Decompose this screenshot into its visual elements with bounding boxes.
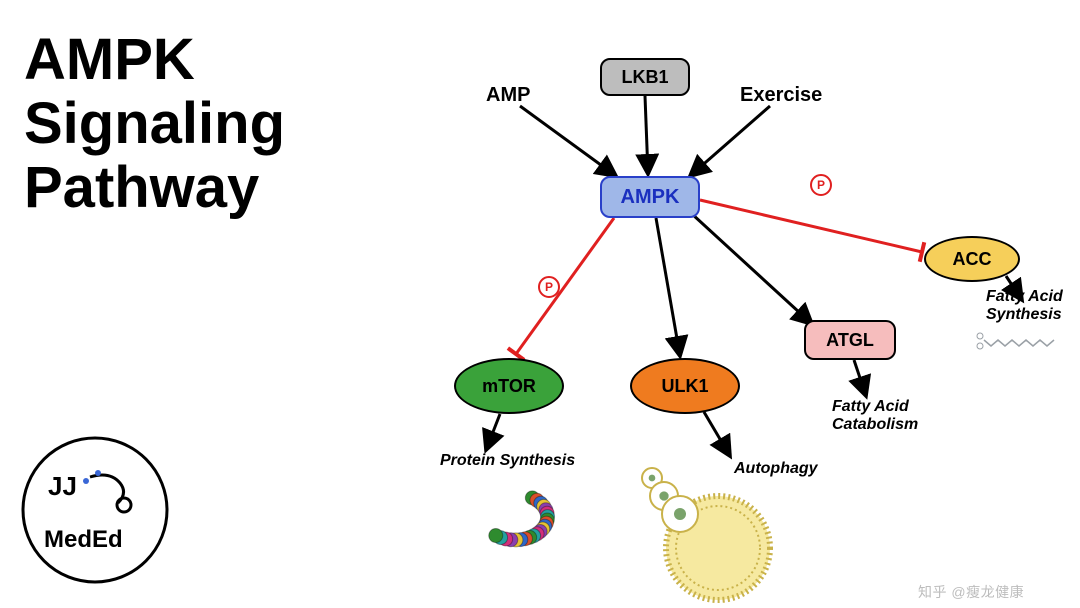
node-lkb1: LKB1 xyxy=(600,58,690,96)
edge-ampk-acc xyxy=(700,200,922,252)
node-ulk1-label: ULK1 xyxy=(661,376,708,397)
stethoscope-icon: JJ MedEd xyxy=(20,435,170,585)
outcome-protein-synthesis: Protein Synthesis xyxy=(440,452,575,470)
node-atgl: ATGL xyxy=(804,320,896,360)
phospho-icon: P xyxy=(810,174,832,196)
node-ampk-label: AMPK xyxy=(621,186,680,209)
edge-ulk1-auto xyxy=(704,412,730,456)
node-acc-label: ACC xyxy=(953,249,992,270)
input-amp: AMP xyxy=(486,84,530,107)
node-ulk1: ULK1 xyxy=(630,358,740,414)
node-ampk: AMPK xyxy=(600,176,700,218)
diagram-stage: AMPK Signaling Pathway AMP Exercise LKB1… xyxy=(0,0,1080,608)
edge-ampk-ulk1 xyxy=(656,218,680,356)
input-exercise: Exercise xyxy=(740,84,822,107)
autophagosome-icon xyxy=(642,468,770,600)
node-atgl-label: ATGL xyxy=(826,330,874,351)
node-mtor-label: mTOR xyxy=(482,376,536,397)
node-lkb1-label: LKB1 xyxy=(621,67,668,88)
node-mtor: mTOR xyxy=(454,358,564,414)
outcome-autophagy: Autophagy xyxy=(734,460,818,478)
lipid-icon xyxy=(977,333,1054,349)
outcome-fa-synthesis: Fatty Acid Synthesis xyxy=(986,288,1063,324)
edge-ex-ampk xyxy=(690,106,770,176)
brand-logo: JJ MedEd xyxy=(20,435,170,585)
edge-lkb1-ampk xyxy=(645,96,648,174)
edge-ampk-mtor xyxy=(516,218,614,354)
protein-chain-icon xyxy=(489,491,555,547)
watermark-text: 知乎 @瘦龙健康 xyxy=(918,582,1024,602)
node-acc: ACC xyxy=(924,236,1020,282)
phospho-icon: P xyxy=(538,276,560,298)
title-line-1: AMPK xyxy=(24,28,285,92)
page-title: AMPK Signaling Pathway xyxy=(24,28,285,219)
edge-ampk-atgl xyxy=(692,214,812,324)
title-line-3: Pathway xyxy=(24,156,285,220)
edge-amp-ampk xyxy=(520,106,616,176)
outcome-fa-catabolism: Fatty Acid Catabolism xyxy=(832,398,918,434)
edge-mtor-pro xyxy=(486,414,500,450)
logo-text-2: MedEd xyxy=(44,526,123,553)
title-line-2: Signaling xyxy=(24,92,285,156)
edge-atgl-fac xyxy=(854,360,866,396)
logo-text-1: JJ xyxy=(48,471,77,501)
